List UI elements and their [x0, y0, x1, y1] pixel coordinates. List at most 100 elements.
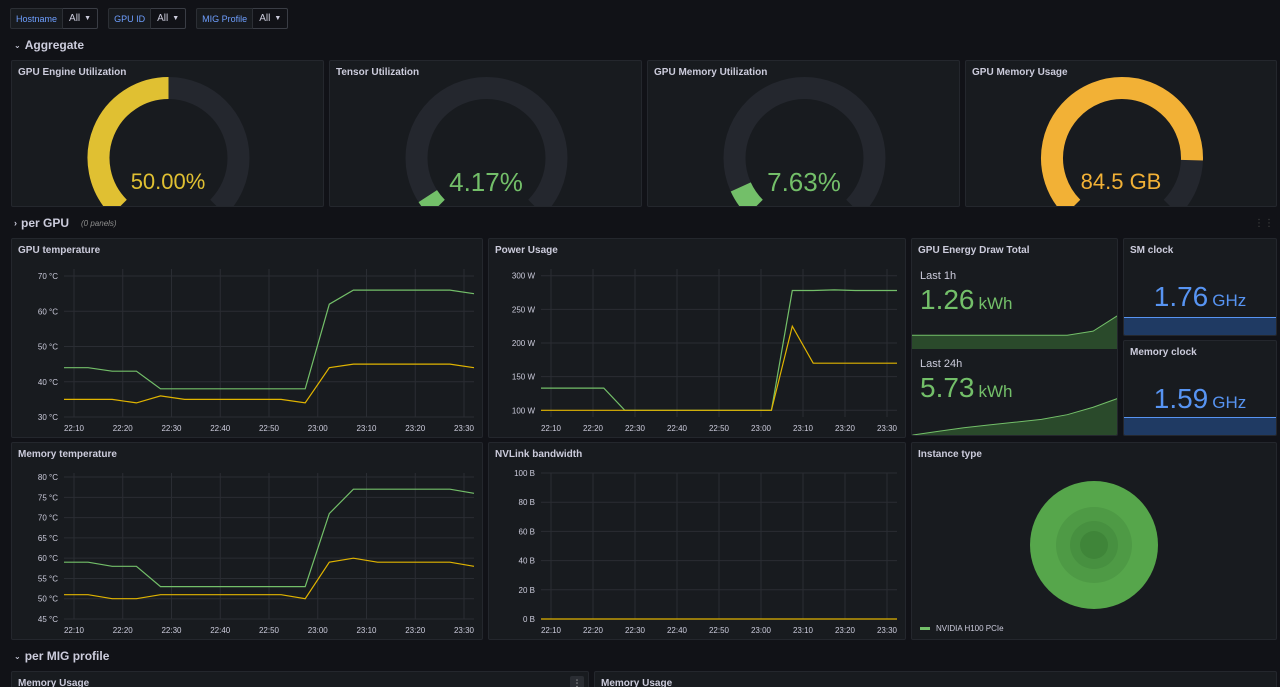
x-tick-label: 22:20	[113, 424, 134, 433]
energy-24h-sparkline	[912, 398, 1117, 435]
drag-handle-icon[interactable]: ⋮⋮	[1254, 218, 1274, 229]
x-tick-label: 23:10	[793, 626, 814, 635]
panel-instance-type[interactable]: Instance type NVIDIA H100 PCIe	[911, 442, 1277, 640]
sparkline-line	[912, 398, 1117, 435]
hostname-variable[interactable]: Hostname All ▼	[10, 8, 99, 29]
sm-clock-sparkline	[1124, 317, 1276, 335]
x-tick-label: 22:10	[541, 626, 562, 635]
panel-memory-temperature[interactable]: Memory temperature 45 °C 50 °C 55 °C 60 °C 6…	[11, 442, 483, 640]
row-per-mig-profile[interactable]: ⌄ per MIG profile	[14, 649, 109, 663]
energy-last-1h-value: 1.26 kWh	[920, 284, 1013, 316]
y-tick-label: 65 °C	[38, 534, 58, 543]
series-line[interactable]	[64, 363, 475, 404]
gauge-panel-gpu-memory-usage[interactable]: GPU Memory Usage 84.5 GB	[965, 60, 1277, 207]
y-tick-label: 60 °C	[38, 554, 58, 563]
panel-energy-draw[interactable]: GPU Energy Draw Total Last 1h 1.26 kWh La…	[911, 238, 1118, 436]
x-tick-label: 23:00	[751, 626, 772, 635]
y-tick-label: 30 °C	[38, 413, 58, 422]
sparkline-line	[912, 315, 1117, 336]
y-tick-label: 80 °C	[38, 473, 58, 482]
series-line[interactable]	[64, 488, 475, 588]
x-tick-label: 23:30	[877, 626, 898, 635]
y-tick-label: 150 W	[512, 373, 536, 382]
mig-profile-variable[interactable]: MIG Profile All ▼	[196, 8, 289, 29]
panel-title: SM clock	[1130, 245, 1174, 256]
gauge-panel-gpu-memory-util[interactable]: GPU Memory Utilization 7.63%	[647, 60, 960, 207]
gauge-value: 50.00%	[131, 169, 206, 194]
row-per-gpu-title: per GPU	[21, 216, 70, 230]
legend-label: NVIDIA H100 PCIe	[936, 624, 1004, 633]
y-tick-label: 100 W	[512, 406, 536, 415]
panel-gpu-temperature[interactable]: GPU temperature 30 °C 40 °C 50 °C 60 °C 70 °…	[11, 238, 483, 438]
y-tick-label: 300 W	[512, 272, 536, 281]
x-tick-label: 22:50	[259, 626, 280, 635]
sm-clock-number: 1.76	[1153, 281, 1209, 312]
memory-temperature-chart: 45 °C 50 °C 55 °C 60 °C 65 °C 70 °C 75 °C 80 °C…	[38, 473, 475, 635]
mig-profile-value: All	[259, 13, 271, 24]
hostname-value: All	[69, 13, 81, 24]
panel-menu-icon[interactable]: ⋮	[570, 676, 584, 687]
gpu-id-variable[interactable]: GPU ID All ▼	[108, 8, 187, 29]
gauge-value: 84.5 GB	[1081, 169, 1162, 194]
x-tick-label: 23:30	[454, 424, 475, 433]
panel-title: Memory clock	[1130, 347, 1197, 358]
x-tick-label: 23:10	[793, 424, 814, 433]
x-tick-label: 22:30	[161, 626, 182, 635]
instance-type-pie	[1030, 481, 1158, 609]
gauge-panel-gpu-engine[interactable]: GPU Engine Utilization 50.00%	[11, 60, 324, 207]
variable-bar: Hostname All ▼ GPU ID All ▼ MIG Profile Al…	[10, 8, 289, 29]
sparkline-area	[912, 315, 1117, 349]
y-tick-label: 70 °C	[38, 514, 58, 523]
series-line[interactable]	[541, 324, 897, 411]
x-tick-label: 22:40	[210, 626, 231, 635]
gpu-id-label: GPU ID	[108, 8, 152, 29]
x-tick-label: 22:40	[210, 424, 231, 433]
x-tick-label: 22:30	[161, 424, 182, 433]
x-tick-label: 23:00	[308, 424, 329, 433]
power-usage-chart: 100 W 150 W 200 W 250 W 300 W 22:10 22:20 22:30…	[512, 269, 898, 433]
x-tick-label: 23:30	[454, 626, 475, 635]
energy-last-24h-label: Last 24h	[920, 358, 963, 370]
row-per-mig-title: per MIG profile	[24, 649, 110, 663]
panel-title: Memory temperature	[18, 449, 117, 460]
row-per-gpu[interactable]: › per GPU (0 panels)	[14, 216, 117, 230]
x-tick-label: 23:10	[356, 626, 377, 635]
gauge-svg: 4.17%	[405, 77, 568, 206]
x-tick-label: 22:30	[625, 424, 646, 433]
row-panel-count: (0 panels)	[81, 218, 117, 228]
gauge-track	[723, 77, 886, 206]
panel-power-usage[interactable]: Power Usage 100 W 150 W 200 W 250 W 300 W 22:…	[488, 238, 906, 438]
hostname-select[interactable]: All ▼	[63, 8, 99, 29]
series-line[interactable]	[64, 289, 475, 390]
gpu-temperature-chart: 30 °C 40 °C 50 °C 60 °C 70 °C 22:10 22:20 22:30…	[38, 269, 475, 433]
x-tick-label: 22:10	[541, 424, 562, 433]
panel-sm-clock[interactable]: SM clock 1.76 GHz	[1123, 238, 1277, 336]
panel-title: GPU Memory Usage	[972, 67, 1068, 78]
panel-mig-memory-usage-1[interactable]: Memory Usage ⋮	[11, 671, 589, 687]
x-tick-label: 22:50	[709, 626, 730, 635]
gauge-panel-tensor[interactable]: Tensor Utilization 4.17%	[329, 60, 642, 207]
gauge-fill	[730, 181, 764, 206]
mig-profile-select[interactable]: All ▼	[253, 8, 289, 29]
panel-mig-memory-usage-2[interactable]: Memory Usage	[594, 671, 1277, 687]
nvlink-bandwidth-chart: 0 B 20 B 40 B 60 B 80 B 100 B 22:10 22:20 22:30 2…	[514, 469, 898, 635]
panel-nvlink-bandwidth[interactable]: NVLink bandwidth 0 B 20 B 40 B 60 B 80 B 100 …	[488, 442, 906, 640]
pie-inner-ring	[1080, 531, 1108, 559]
panel-title: GPU temperature	[18, 245, 101, 256]
pie-legend[interactable]: NVIDIA H100 PCIe	[920, 624, 1004, 633]
energy-last-24h-value: 5.73 kWh	[920, 372, 1013, 404]
x-tick-label: 22:30	[625, 626, 646, 635]
x-tick-label: 22:20	[583, 424, 604, 433]
y-tick-label: 45 °C	[38, 615, 58, 624]
panel-memory-clock[interactable]: Memory clock 1.59 GHz	[1123, 340, 1277, 436]
gpu-id-select[interactable]: All ▼	[151, 8, 187, 29]
memory-clock-number: 1.59	[1153, 383, 1209, 414]
y-tick-label: 75 °C	[38, 493, 58, 502]
x-tick-label: 22:50	[709, 424, 730, 433]
panel-title: Memory Usage	[18, 678, 90, 687]
gauge-fill	[418, 189, 445, 206]
gauge-svg: 84.5 GB	[1041, 77, 1203, 206]
row-aggregate[interactable]: ⌄ Aggregate	[14, 38, 84, 52]
y-tick-label: 50 °C	[38, 595, 58, 604]
series-line[interactable]	[64, 557, 475, 600]
